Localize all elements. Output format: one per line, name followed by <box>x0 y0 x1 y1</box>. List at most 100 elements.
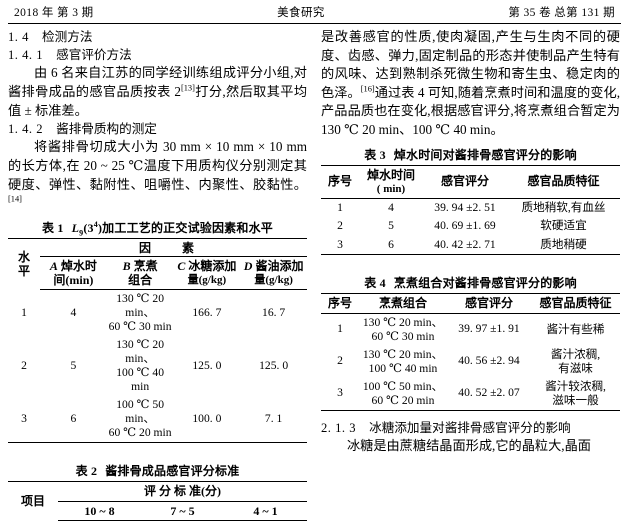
table4-caption-text: 烹煮组合对酱排骨感官评分的影响 <box>393 276 577 291</box>
table2-range-low: 4 ~ 1 <box>224 501 307 521</box>
table3-cell-time: 4 <box>388 200 394 214</box>
table4-cell-desc: 酱汁有些稀 <box>546 322 605 336</box>
table3-caption: 表 3 焯水时间对酱排骨感官评分的影响 <box>321 146 620 163</box>
section-number: 2. 1. 3 <box>321 420 356 435</box>
table2-caption: 表 2 酱排骨成品感官评分标准 <box>8 462 307 479</box>
table3-cell-desc: 软硬适宜 <box>540 219 587 233</box>
table1-label: 表 1 <box>42 220 64 235</box>
spacer <box>321 255 620 268</box>
table1-cell-combo: 130 ℃ 20 min、 60 ℃ 30 min <box>108 292 172 334</box>
table3-col-no: 序号 <box>321 164 359 199</box>
table1-cell-sugar: 100. 0 <box>173 396 241 444</box>
section-heading-1-4-2: 1. 4. 2 酱排骨质构的测定 <box>8 120 307 138</box>
table2-label: 表 2 <box>75 464 98 479</box>
table4-cell-no: 1 <box>337 322 343 336</box>
table1-col-d: D 酱油添加 量(g/kg) <box>240 256 307 291</box>
table4-cell-desc: 酱汁浓稠, 有滋味 <box>550 347 601 375</box>
section-title: 检测方法 <box>42 30 93 44</box>
table4-col-no: 序号 <box>321 293 359 314</box>
table1-cell-level: 1 <box>21 305 27 319</box>
spacer <box>8 443 307 456</box>
running-head-left: 2018 年 第 3 期 <box>14 7 94 19</box>
table-row: 1 4 39. 94 ±2. 51 质地稍软,有血丝 <box>321 198 620 217</box>
table1-caption-symbol: L <box>71 220 80 235</box>
table2-item-header: 项目 <box>8 481 58 521</box>
table3-cell-no: 3 <box>321 235 359 256</box>
table1-cell-sugar: 166. 7 <box>192 306 222 320</box>
paragraph-text-cont: 通过表 4 可知,随着烹煮时间和温度的变化,产品品质也在变化,根据感官评分,将烹… <box>321 84 621 137</box>
paragraph-texture-method: 将酱排骨切成大小为 30 mm × 10 mm × 10 mm的长方体,在 20… <box>8 138 307 212</box>
table-row: 2 130 ℃ 20 min、 100 ℃ 40 min 40. 56 ±2. … <box>321 346 620 378</box>
table-blanching-time-effect: 序号 焯水时间 ( min) 感官评分 感官品质特征 1 4 39. 94 ±2… <box>321 164 620 256</box>
table1-cell-sugar: 125. 0 <box>192 359 222 373</box>
paragraph-cooking-discussion: 是改善感官的性质,使肉凝固,产生与生肉不同的硬度、齿感、弹力,固定制品的形态并使… <box>321 28 620 140</box>
table3-cell-time: 6 <box>359 235 423 256</box>
section-number: 1. 4 <box>8 30 29 44</box>
table4-cell-score: 40. 56 ±2. 94 <box>458 354 520 368</box>
table3-label: 表 3 <box>364 147 386 162</box>
table1-level-header: 水 平 <box>8 237 40 290</box>
two-column-body: 1. 4 检测方法 1. 4. 1 感官评价方法 由 6 名来自江苏的同学经训练… <box>8 28 621 521</box>
paragraph-text: 将酱排骨切成大小为 30 mm × 10 mm × 10 mm的长方体,在 20… <box>8 139 307 192</box>
table2-caption-text: 酱排骨成品感官评分标准 <box>105 464 240 479</box>
table4-cell-score: 39. 97 ±1. 91 <box>458 322 520 336</box>
table2-header-row-1: 项目 评 分 标 准(分) <box>8 481 307 521</box>
table1-col-a: A 焯水时 间(min) <box>40 256 107 291</box>
table4-cell-combo: 130 ℃ 20 min、 60 ℃ 30 min <box>362 315 444 343</box>
table3-cell-desc: 质地稍硬 <box>507 235 620 256</box>
reference-marker: [16] <box>360 84 375 94</box>
table3-cell-no: 2 <box>337 219 343 233</box>
section-number: 1. 4. 1 <box>8 48 43 63</box>
right-column: 是改善感官的性质,使肉凝固,产生与生肉不同的硬度、齿感、弹力,固定制品的形态并使… <box>321 28 620 512</box>
table1-header-row-2: A 焯水时 间(min) B 烹煮 组合 C 冰糖添加 量(g/kg) D 酱油… <box>8 256 307 291</box>
table3-col-score: 感官评分 <box>423 164 507 199</box>
table1-cell-blanch: 5 <box>70 359 77 373</box>
table-row: 2 5 130 ℃ 20 min、 100 ℃ 40 min 125. 0 12… <box>8 336 307 396</box>
running-head: 2018 年 第 3 期 美食研究 第 35 卷 总第 131 期 <box>14 4 615 23</box>
table-row: 2 5 40. 69 ±1. 69 软硬适宜 <box>321 217 620 236</box>
reference-marker: [13] <box>180 83 195 93</box>
table4-caption: 表 4 烹煮组合对酱排骨感官评分的影响 <box>321 274 620 291</box>
table1-col-b: B 烹煮 组合 <box>106 256 174 291</box>
table4-cell-no: 2 <box>337 354 343 368</box>
table4-cell-combo: 100 ℃ 50 min、 60 ℃ 20 min <box>359 377 447 411</box>
table1-cell-level: 2 <box>21 359 27 373</box>
table3-cell-no: 1 <box>337 200 343 214</box>
table3-cell-desc: 质地稍软,有血丝 <box>521 200 606 214</box>
table3-cell-score: 39. 94 ±2. 51 <box>434 200 496 214</box>
paragraph-sensory-method: 由 6 名来自江苏的同学经训练组成评分小组,对酱排骨成品的感官品质按表 2[13… <box>8 64 307 120</box>
table-row: 1 4 130 ℃ 20 min、 60 ℃ 30 min 166. 7 16.… <box>8 290 307 337</box>
table1-cell-combo: 100 ℃ 50 min、 60 ℃ 20 min <box>106 396 174 444</box>
spacer <box>321 411 620 419</box>
table-sensory-scoring-criteria: 项目 评 分 标 准(分) 10 ~ 8 7 ~ 5 4 ~ 1 <box>8 481 307 521</box>
table1-cell-soy: 125. 0 <box>259 359 289 373</box>
table2-range-high: 10 ~ 8 <box>58 501 141 521</box>
paragraph-rock-sugar: 冰糖是由蔗糖结晶面形成,它的晶粒大,晶面 <box>347 437 591 453</box>
table-cooking-combination-effect: 序号 烹煮组合 感官评分 感官品质特征 1 130 ℃ 20 min、 60 ℃… <box>321 293 620 411</box>
section-number: 1. 4. 2 <box>8 122 43 137</box>
table4-cell-desc: 酱汁较浓稠, 滋味一般 <box>531 377 620 411</box>
table4-col-desc: 感官品质特征 <box>531 293 620 314</box>
table3-col-desc: 感官品质特征 <box>507 164 620 199</box>
table1-caption-mid: (3 <box>83 220 94 235</box>
table2-criteria-header: 评 分 标 准(分) <box>58 481 307 502</box>
table4-cell-score: 40. 52 ±2. 07 <box>447 377 531 411</box>
table3-cell-time: 5 <box>388 219 394 233</box>
section-title: 感官评价方法 <box>56 48 132 63</box>
table4-col-score: 感官评分 <box>447 293 531 314</box>
table4-label: 表 4 <box>364 276 386 291</box>
table3-header-row: 序号 焯水时间 ( min) 感官评分 感官品质特征 <box>321 164 620 199</box>
reference-marker: [14] <box>8 194 22 204</box>
table-row: 3 100 ℃ 50 min、 60 ℃ 20 min 40. 52 ±2. 0… <box>321 377 620 411</box>
table1-header-row-1: 水 平 因 素 <box>8 237 307 290</box>
table4-col-combo: 烹煮组合 <box>359 293 447 314</box>
paragraph-text-cont: 打分,然后取其平均值 ± 标准差。 <box>8 84 308 118</box>
running-head-journal-title: 美食研究 <box>277 7 325 19</box>
table1-cell-combo: 130 ℃ 20 min、 100 ℃ 40 min <box>116 338 164 394</box>
table4-cell-combo: 130 ℃ 20 min、 100 ℃ 40 min <box>362 347 444 375</box>
table1-cell-blanch: 6 <box>40 396 107 444</box>
table1-col-c: C 冰糖添加 量(g/kg) <box>173 256 241 291</box>
table-row: 3 6 40. 42 ±2. 71 质地稍硬 <box>321 235 620 256</box>
table1-caption-sub: 9 <box>79 228 84 238</box>
